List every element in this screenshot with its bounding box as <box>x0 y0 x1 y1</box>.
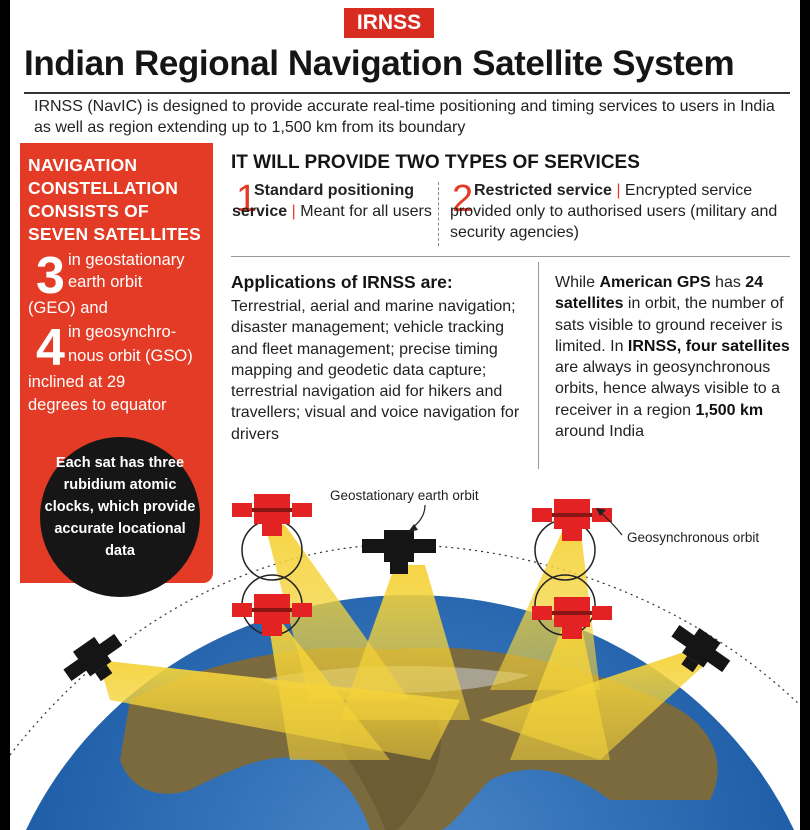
geo-text-3: (GEO) and <box>28 299 108 317</box>
satellite-gso-1 <box>232 494 312 536</box>
title-rule <box>24 92 790 94</box>
geo-text-2: earth orbit <box>68 273 143 291</box>
geo-text-1: in geostationary <box>68 251 185 269</box>
service-1-title: Standard positioning service <box>232 182 414 220</box>
service-2-number: 2 <box>452 178 474 220</box>
applications-body: Terrestrial, aerial and marine navigatio… <box>231 298 520 443</box>
services-divider <box>438 182 439 246</box>
satellite-gso-4 <box>532 597 612 639</box>
satellite-geo-left <box>63 633 123 682</box>
label-geostationary-orbit: Geostationary earth orbit <box>330 488 479 503</box>
gps-comparison: While American GPS has 24 satellites in … <box>555 274 790 441</box>
service-1-text: Standard positioning service | Meant for… <box>232 182 432 220</box>
service-1-number: 1 <box>236 178 258 220</box>
constellation-heading: NAVIGATION CONSTELLATION CONSISTS OF SEV… <box>28 155 202 244</box>
services-heading: IT WILL PROVIDE TWO TYPES OF SERVICES <box>231 152 640 173</box>
orbit-illustration <box>10 494 800 830</box>
satellite-gso-3 <box>532 499 612 541</box>
signal-beams <box>98 525 710 760</box>
column-divider <box>538 262 539 469</box>
clocks-disc <box>40 437 200 597</box>
gso-text-2: nous orbit (GSO) <box>68 347 193 365</box>
applications-heading: Applications of IRNSS are: <box>231 272 453 292</box>
satellite-geo-right <box>671 625 731 673</box>
gso-text-4: degrees to equator <box>28 396 167 414</box>
clocks-note: Each sat has three rubidium atomic clock… <box>44 455 196 559</box>
irnss-tag: IRNSS <box>344 8 434 38</box>
gso-text-1: in geosynchro- <box>68 323 177 341</box>
infographic-card: IRNSS Indian Regional Navigation Satelli… <box>10 0 800 830</box>
services-rule <box>231 256 790 257</box>
service-1-desc: Meant for all users <box>300 203 432 220</box>
satellite-gso-2 <box>232 594 312 636</box>
service-2-desc: Encrypted service provided only to autho… <box>450 182 778 241</box>
page-title: Indian Regional Navigation Satellite Sys… <box>24 44 735 83</box>
service-2-text: Restricted service | Encrypted service p… <box>450 182 778 241</box>
geo-count: 3 <box>36 247 65 305</box>
intro-text: IRNSS (NavIC) is designed to provide acc… <box>34 98 775 136</box>
gso-count: 4 <box>36 319 65 377</box>
service-2-title: Restricted service <box>474 182 612 199</box>
label-geosynchronous-orbit: Geosynchronous orbit <box>627 530 760 545</box>
gso-text-3: inclined at 29 <box>28 373 126 391</box>
satellite-geo-top <box>362 530 436 574</box>
